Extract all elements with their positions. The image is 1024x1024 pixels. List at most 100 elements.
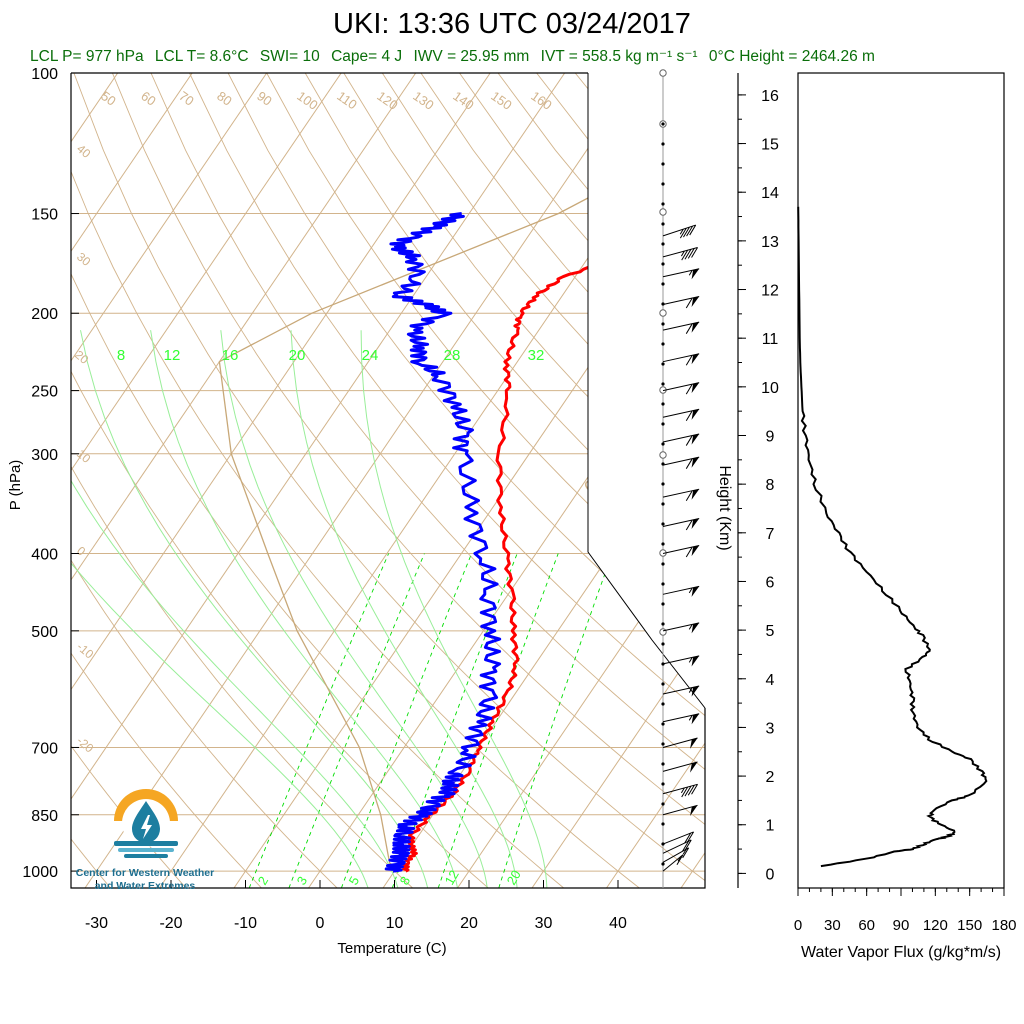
wind-barb-feather: [685, 354, 693, 366]
wind-barb-half: [688, 587, 693, 594]
ivt-value: IVT = 558.5 kg m⁻¹ s⁻¹: [540, 48, 698, 65]
wind-barb-shaft: [662, 408, 700, 418]
wind-barb-half: [679, 228, 684, 235]
wind-barb-shaft: [662, 224, 696, 237]
wind-barb: [662, 783, 698, 798]
wind-barb-pennant: [691, 622, 700, 634]
dry-adiabat-line: [459, 73, 705, 365]
wind-barb: [662, 761, 698, 773]
mixing-ratio-label-bottom: 8: [397, 874, 414, 888]
skewt-frame: [70, 73, 706, 889]
flux-frame: [797, 72, 1005, 889]
barb-dot-marker: [661, 122, 665, 126]
isotherm-line: [71, 73, 193, 253]
barb-dot-marker: [661, 602, 665, 606]
mixing-ratio-line: [498, 553, 613, 888]
wind-barb-half: [680, 250, 685, 257]
barb-area-border: [587, 73, 706, 709]
barb-dot-marker: [661, 202, 665, 206]
temperature-tick-label: -30: [85, 915, 108, 932]
wind-barb: [662, 831, 694, 845]
wind-barb-pennant: [690, 738, 698, 749]
height-tick-label: 16: [761, 88, 779, 105]
barb-circle-marker: [659, 628, 667, 636]
dry-adiabat-label: 50: [98, 88, 118, 109]
mixing-ratio-line: [340, 553, 473, 888]
mixing-ratio-label-top: 16: [222, 347, 239, 364]
chart-title: UKI: 13:36 UTC 03/24/2017: [333, 8, 691, 40]
wind-barb-feather: [685, 435, 693, 446]
sounding-stats: LCL P= 977 hPa LCL T= 8.6°C SWI= 10 Cape…: [30, 47, 882, 66]
freezing-height: 0°C Height = 2464.26 m: [708, 48, 875, 65]
barb-dot-marker: [661, 162, 665, 166]
wind-barb-pennant: [691, 518, 700, 530]
wind-barb: [662, 382, 700, 395]
wind-barb-feather: [684, 249, 692, 260]
barb-dot-marker: [661, 342, 665, 346]
wind-barb-half: [688, 687, 693, 693]
mixing-ratio-label-top: 28: [444, 347, 461, 364]
temperature-tick-label: 30: [535, 915, 553, 932]
height-tick-label: 4: [766, 672, 775, 689]
wind-barb-half: [688, 657, 693, 663]
wind-barb: [662, 295, 700, 309]
cw3e-logo: Center for Western Weather and Water Ext…: [70, 785, 230, 895]
wind-barb: [662, 622, 700, 634]
wind-barb-shaft: [662, 246, 698, 258]
height-tick-label: 2: [766, 769, 775, 786]
x-axis-label: Temperature (C): [337, 940, 446, 957]
flux-tick-label: 30: [824, 917, 841, 934]
isotherm-line: [71, 73, 268, 362]
wind-barb-feather: [685, 519, 693, 531]
wind-barb-shaft: [662, 854, 684, 872]
height-tick-label: 15: [761, 137, 779, 154]
dry-adiabat-line: [71, 559, 338, 888]
flux-tick-label: 90: [893, 917, 910, 934]
mixing-ratio-label-bottom: 12: [442, 867, 462, 887]
moist-adiabat-line: [290, 330, 518, 888]
barb-dot-marker: [661, 762, 665, 766]
dry-adiabat-label: 150: [488, 88, 514, 113]
mixing-ratio-label-bottom: 20: [504, 867, 524, 887]
dry-adiabat-line: [71, 272, 564, 888]
wind-barb-feather: [685, 297, 693, 309]
dry-adiabat-label: 80: [214, 88, 234, 109]
height-tick-label: 10: [761, 380, 779, 397]
temperature-tick-label: 40: [609, 915, 627, 932]
wind-barb-feather: [691, 247, 698, 258]
isotherm-line: [71, 73, 417, 581]
parcel-path-line: [218, 135, 705, 872]
wind-barb-feather: [683, 226, 690, 238]
dry-adiabat-line: [71, 465, 413, 888]
height-tick-label: 6: [766, 574, 775, 591]
barb-dot-marker: [661, 642, 665, 646]
temperature-tick-label: 20: [460, 915, 478, 932]
wind-barb-feather: [684, 832, 692, 844]
water-vapor-flux-line: [797, 206, 988, 868]
wind-barb: [662, 224, 697, 239]
mixing-ratio-line: [288, 553, 425, 888]
wind-barb-shaft: [662, 831, 694, 845]
wind-barb: [662, 804, 698, 816]
wind-barb-feather: [686, 225, 694, 237]
y-axis-label: P (hPa): [7, 460, 24, 511]
pressure-tick-label: 400: [31, 546, 58, 563]
height-tick-label: 13: [761, 234, 779, 251]
height-tick-label: 3: [766, 720, 775, 737]
wind-barb-feather: [685, 490, 693, 501]
barb-dot-marker: [661, 582, 665, 586]
wind-barb-shaft: [662, 847, 689, 863]
moist-label: 0: [74, 544, 88, 559]
dry-adiabat-line: [71, 652, 262, 888]
wind-barb-feather: [676, 854, 684, 865]
wind-barb-feather: [685, 323, 693, 334]
wind-barb: [662, 268, 700, 280]
wind-barb: [662, 353, 700, 366]
wind-barb-shaft: [662, 382, 700, 392]
wind-barb-half: [688, 624, 693, 630]
wind-barb-half: [680, 787, 685, 794]
moist-adiabat-line: [220, 330, 488, 888]
pressure-tick-label: 1000: [22, 864, 58, 881]
dry-adiabat-line: [189, 73, 705, 717]
dry-adiabat-line: [73, 73, 705, 882]
